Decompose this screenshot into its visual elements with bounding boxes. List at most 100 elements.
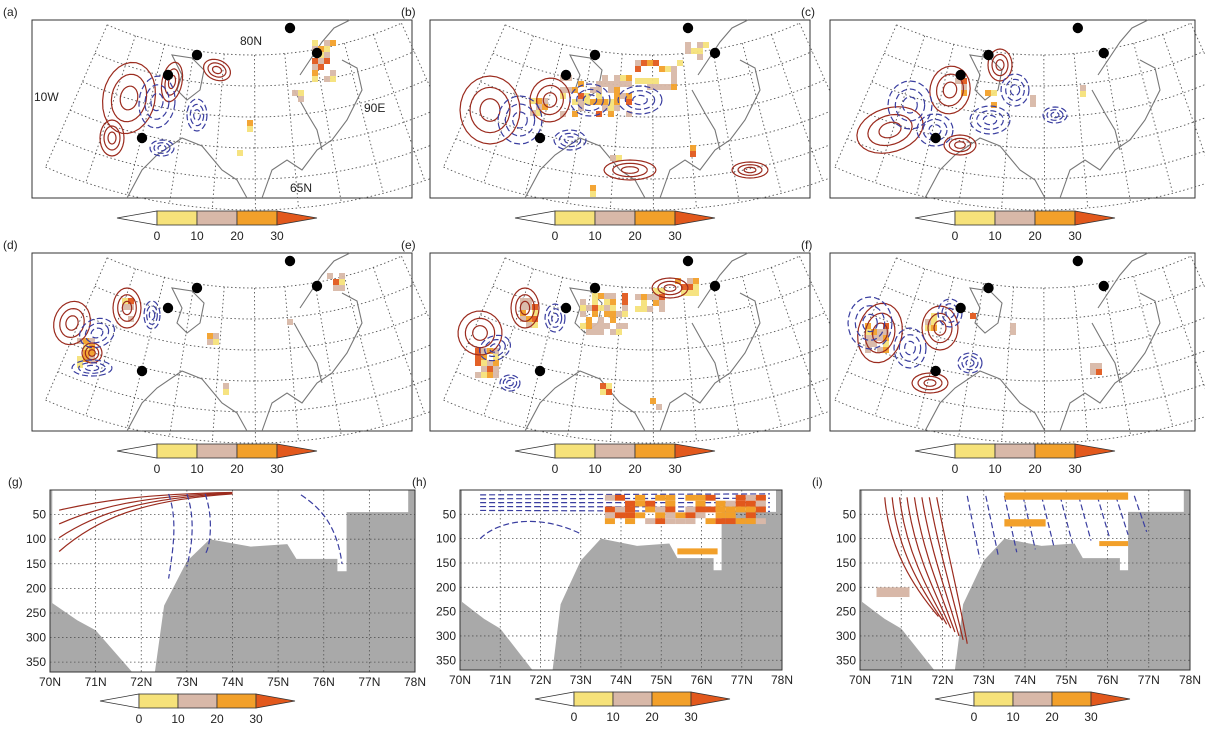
negative-contour [553, 129, 587, 151]
station-marker [1098, 280, 1109, 292]
shaded-cell [89, 350, 95, 356]
x-tick-label: 77N [731, 673, 753, 687]
shaded-cell [330, 76, 336, 82]
negative-contour [149, 139, 175, 157]
shaded-cell [641, 60, 647, 66]
shaded-cell [608, 99, 614, 105]
shaded-cell [604, 305, 610, 311]
colorbar-max-triangle [276, 210, 318, 226]
colorbar-bin [554, 443, 596, 459]
shaded-cell [1010, 323, 1016, 329]
meridian-line [958, 50, 984, 204]
meridian-line [1043, 54, 1046, 210]
shaded-cell [655, 518, 666, 525]
shaded-cell [635, 494, 646, 501]
shaded-cell [653, 288, 659, 294]
shaded-cell [687, 290, 693, 296]
negative-contour [902, 96, 918, 114]
map-panel-b: (b) 0 10 20 30 [401, 5, 864, 243]
coast-segment [697, 252, 749, 309]
x-tick-label: 71N [890, 673, 912, 687]
parallel-line [871, 81, 1205, 118]
positive-contour [995, 59, 1005, 71]
shaded-cell [641, 78, 647, 84]
shaded-cell [681, 284, 687, 290]
colorbar-min-triangle [514, 443, 556, 459]
positive-contour [542, 92, 558, 108]
shaded-cell [626, 93, 632, 99]
colorbar-tick-label: 0 [971, 710, 978, 724]
meridian-line [343, 43, 384, 194]
negative-contour [189, 103, 205, 127]
meridian-line [443, 24, 506, 168]
x-tick-label: 72N [130, 675, 152, 689]
shaded-cell [493, 366, 499, 372]
parallel-line [871, 314, 1205, 351]
shaded-cell [1004, 519, 1046, 527]
coast-segment [261, 59, 363, 199]
x-tick-label: 70N [449, 673, 471, 687]
panel-letter: (b) [401, 5, 416, 19]
shaded-cell [647, 60, 653, 66]
shaded-cell [665, 84, 671, 90]
shaded-cell [871, 341, 877, 347]
parallel-line [45, 164, 465, 211]
negative-contour [186, 493, 193, 567]
positive-contour [991, 53, 1009, 77]
shaded-cell [330, 40, 336, 46]
positive-contour [663, 284, 677, 292]
shaded-cell [876, 587, 910, 598]
positive-contour [657, 280, 683, 296]
station-marker [284, 22, 296, 34]
colorbar-bin [236, 443, 278, 459]
map-panel-e: (e) 0 10 20 30 [401, 238, 864, 476]
shaded-cell [536, 110, 542, 116]
positive-contour [942, 81, 958, 99]
negative-contour [497, 95, 543, 145]
shaded-cell [493, 360, 499, 366]
panel-frame [31, 252, 413, 432]
negative-contour [937, 298, 963, 328]
y-tick-label: 250 [836, 605, 856, 619]
shaded-cell [77, 356, 83, 362]
meridian-line [770, 34, 824, 181]
shaded-cell [339, 273, 345, 279]
shaded-cell [324, 40, 330, 46]
meridian-line [211, 286, 225, 442]
shaded-cell [223, 389, 229, 395]
graticule [834, 22, 1205, 211]
meridian-line [770, 267, 824, 414]
positive-contour [58, 491, 233, 511]
meridian-line [652, 54, 654, 210]
y-tick-label: 50 [843, 507, 857, 521]
colorbar-tick-label: 20 [230, 229, 244, 243]
coast-segment [691, 89, 721, 151]
negative-contour [1000, 73, 1030, 107]
meridian-line [741, 43, 782, 194]
negative-contour [512, 111, 528, 129]
shaded-cell [614, 87, 620, 93]
shaded-cell [697, 54, 703, 60]
station-marker [311, 280, 323, 292]
shaded-cell [487, 348, 493, 354]
shaded-cell [616, 329, 622, 335]
negative-contour [1005, 78, 1025, 102]
shaded-cell [592, 305, 598, 311]
panel-letter: (c) [801, 5, 815, 19]
coastline [924, 252, 1161, 432]
parallel-line [467, 340, 838, 382]
negative-contour [922, 118, 948, 142]
shaded-cell [298, 90, 304, 96]
coast-segment [697, 19, 749, 76]
shaded-cell [645, 506, 656, 513]
colorbar-bin [1034, 443, 1076, 459]
shaded-cell [685, 48, 691, 54]
shaded-cell [735, 518, 746, 525]
shaded-cell [693, 290, 699, 296]
parallel-line [45, 397, 465, 444]
shaded-cell [77, 362, 83, 368]
shaded-cell [475, 348, 481, 354]
shaded-cell [610, 293, 616, 299]
colorbar-tick-label: 20 [1028, 462, 1042, 476]
negative-contour [893, 327, 927, 369]
